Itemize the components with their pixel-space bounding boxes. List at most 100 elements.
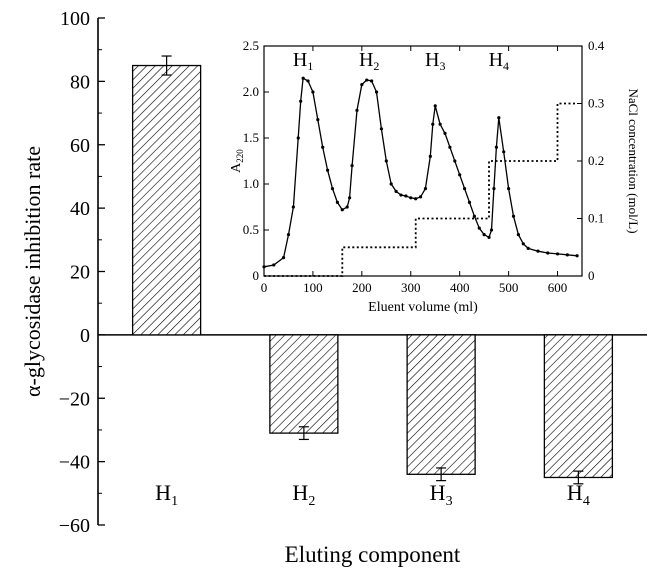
inset-y2-tick-label: 0.4 (588, 38, 605, 53)
absorbance-point (472, 214, 476, 218)
x-axis-title: Eluting component (285, 542, 461, 567)
inset-y-tick-label: 1.5 (243, 130, 259, 145)
absorbance-point (365, 78, 369, 82)
inset-y-tick-label: 0 (253, 268, 260, 283)
absorbance-point (355, 108, 359, 112)
absorbance-point (521, 242, 525, 246)
y-tick-label: −40 (59, 452, 90, 474)
y-tick-label: 20 (70, 262, 90, 284)
bar-H3 (406, 334, 476, 475)
absorbance-point (316, 118, 320, 122)
absorbance-point (370, 79, 374, 83)
category-label-H3: H3 (430, 480, 453, 509)
absorbance-point (384, 159, 388, 163)
category-label-H2: H2 (292, 480, 315, 509)
absorbance-point (536, 249, 540, 253)
inset-y2-tick-label: 0.2 (588, 153, 604, 168)
absorbance-point (502, 150, 506, 154)
absorbance-point (350, 164, 354, 168)
absorbance-point (345, 205, 349, 209)
absorbance-point (494, 145, 498, 149)
inset-x-tick-label: 100 (303, 280, 323, 295)
absorbance-point (431, 122, 435, 126)
y-tick-label: 0 (80, 325, 90, 347)
absorbance-point (575, 254, 579, 258)
absorbance-point (291, 205, 295, 209)
main-bar-chart: −60 −40 −20 0 20 40 60 80 100 H1 H2 H3 H4 Eluting com… (20, 8, 647, 567)
bar-H2 (269, 334, 339, 434)
absorbance-point (438, 122, 442, 126)
category-label-H4: H4 (567, 480, 590, 509)
absorbance-point (458, 173, 462, 177)
y-tick-label: 100 (60, 8, 90, 30)
inset-x-tick-label: 0 (261, 280, 268, 295)
peak-label-H1: H1 (293, 49, 313, 73)
absorbance-point (526, 246, 530, 250)
inset-y2-tick-label: 0 (588, 268, 595, 283)
category-label-H1: H1 (155, 480, 178, 509)
absorbance-point (511, 214, 516, 218)
absorbance-point (399, 193, 403, 197)
absorbance-point (262, 265, 266, 269)
absorbance-point (340, 208, 344, 212)
peak-label-H2: H2 (359, 49, 379, 73)
inset-y-tick-label: 2.0 (243, 84, 259, 99)
absorbance-point (418, 195, 423, 199)
absorbance-point (409, 196, 413, 200)
y-axis-title: α-glycosidase inhibition rate (20, 146, 45, 397)
peak-label-H3: H3 (425, 49, 445, 73)
inset-x-tick-label: 300 (401, 280, 421, 295)
absorbance-point (489, 228, 494, 232)
inset-x-tick-label: 600 (548, 280, 568, 295)
bar-H1 (131, 64, 202, 336)
absorbance-point (448, 145, 452, 149)
absorbance-point (301, 76, 305, 80)
absorbance-point (321, 145, 325, 149)
absorbance-point (467, 200, 472, 204)
absorbance-point (453, 159, 457, 163)
absorbance-point (565, 253, 569, 257)
absorbance-point (299, 99, 303, 103)
absorbance-point (272, 263, 276, 267)
inset-x-tick-label: 500 (499, 280, 519, 295)
absorbance-point (379, 127, 384, 131)
absorbance-point (487, 235, 491, 239)
bar-H4 (543, 334, 614, 479)
absorbance-point (482, 233, 486, 237)
y-tick-label: −20 (59, 388, 90, 410)
absorbance-point (296, 136, 300, 140)
absorbance-point (477, 226, 481, 230)
y-tick-label: 80 (70, 71, 90, 93)
absorbance-point (311, 90, 315, 94)
absorbance-point (516, 233, 521, 237)
peak-label-H4: H4 (489, 49, 509, 73)
absorbance-point (306, 79, 310, 83)
absorbance-point (348, 196, 352, 200)
absorbance-point (286, 233, 291, 237)
absorbance-point (433, 104, 437, 108)
inset-x-axis-title: Eluent volume (ml) (368, 300, 478, 315)
inset-y-tick-label: 0.5 (243, 222, 259, 237)
absorbance-point (443, 131, 447, 135)
absorbance-point (492, 187, 496, 191)
inset-x-tick-label: 400 (450, 280, 470, 295)
inset-y-axis-title: A220 (229, 149, 245, 173)
nacl-gradient-line (264, 102, 578, 277)
absorbance-point (428, 154, 432, 158)
inset-y2-tick-label: 0.1 (588, 211, 604, 226)
inset-y2-axis-title: NaCl concentration (mol/L) (626, 88, 641, 233)
y-tick-label: 40 (70, 198, 90, 220)
inset-y-tick-label: 2.5 (243, 38, 259, 53)
absorbance-point (360, 83, 364, 87)
absorbance-point (546, 251, 550, 255)
absorbance-point (507, 187, 511, 191)
inset-x-tick-label: 200 (352, 280, 372, 295)
absorbance-point (555, 252, 560, 256)
absorbance-point (497, 116, 501, 120)
absorbance-point (423, 187, 428, 191)
y-tick-label: 60 (70, 135, 90, 157)
absorbance-point (404, 194, 408, 198)
inset-y-tick-label: 1.0 (243, 176, 259, 191)
absorbance-point (374, 90, 379, 94)
